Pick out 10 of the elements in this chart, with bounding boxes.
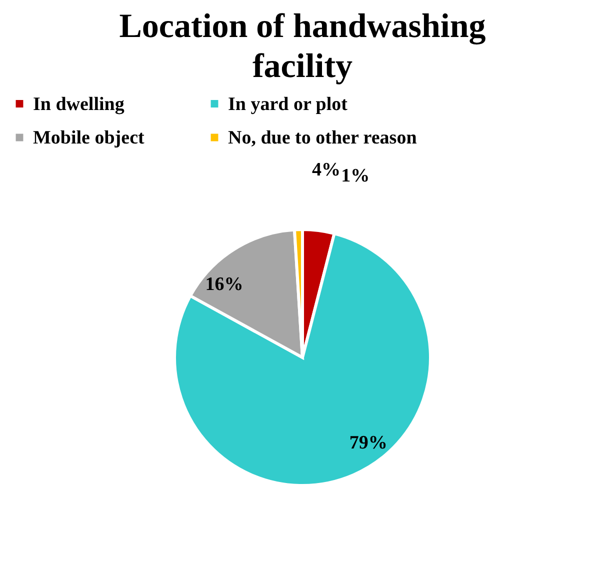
legend-label: Mobile object — [33, 128, 145, 148]
data-label: 16% — [205, 274, 244, 295]
chart-title: Location of handwashing facility — [119, 8, 486, 85]
data-label: 79% — [349, 432, 388, 454]
legend-label: No, due to other reason — [228, 128, 418, 148]
data-label: 4% — [312, 159, 340, 180]
legend-label: In yard or plot — [228, 94, 348, 115]
data-label: 1% — [341, 166, 370, 187]
pie-slice — [173, 232, 432, 487]
legend-label: In dwelling — [33, 94, 125, 115]
